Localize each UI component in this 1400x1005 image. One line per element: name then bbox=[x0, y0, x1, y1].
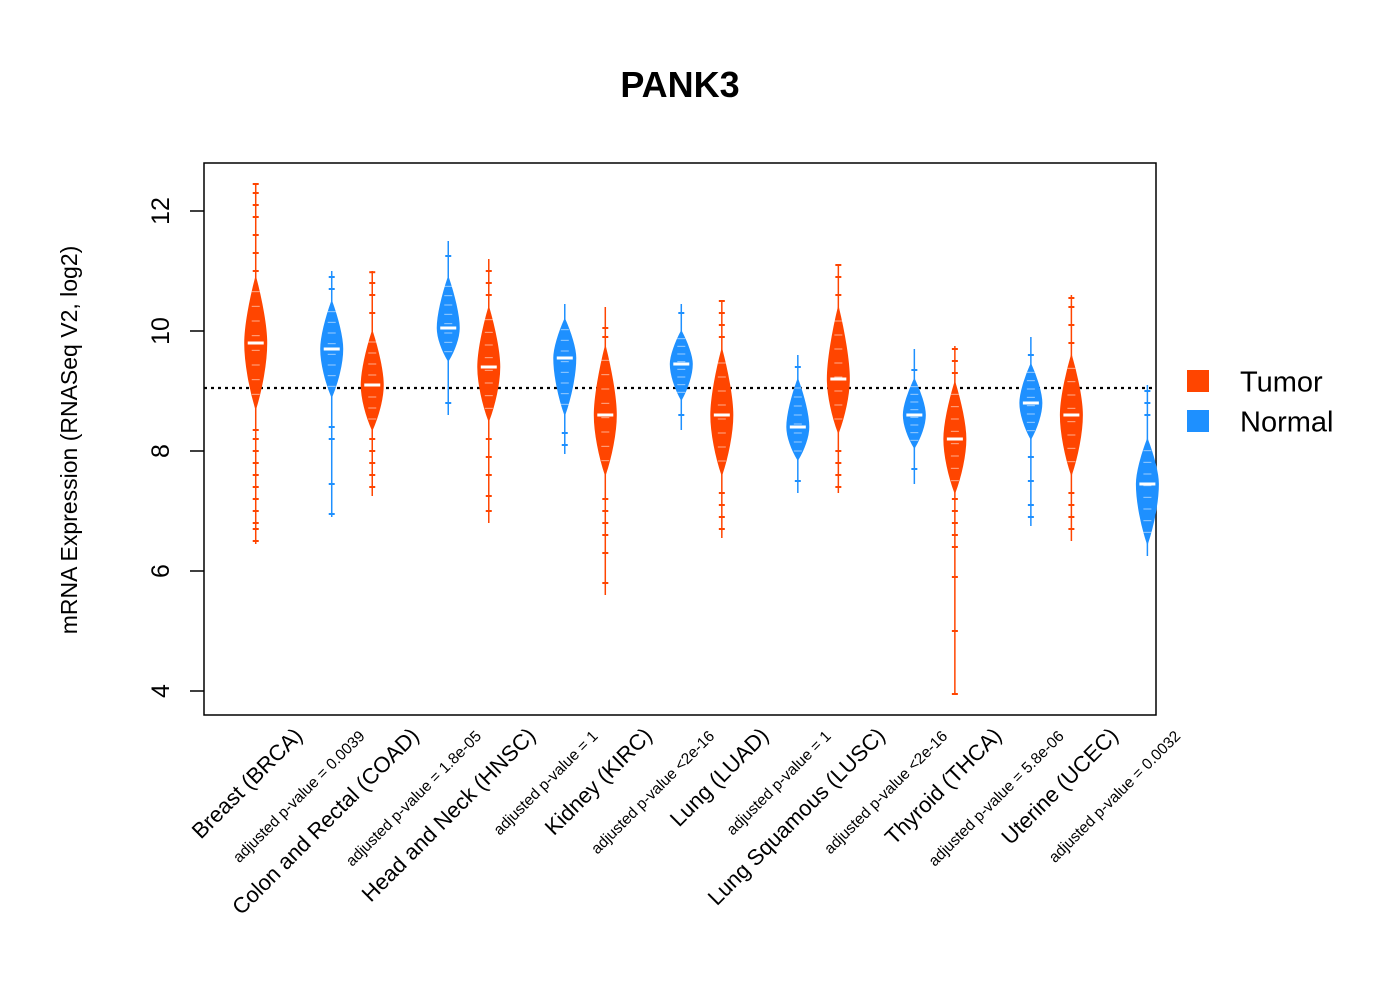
y-tick-label: 4 bbox=[147, 684, 175, 698]
y-tick-label: 6 bbox=[147, 564, 175, 578]
violin-body bbox=[593, 345, 617, 477]
chart-title: PANK3 bbox=[620, 64, 739, 105]
y-axis: 4 6 8 10 12 bbox=[147, 197, 204, 698]
tumor-violin bbox=[360, 271, 384, 496]
violin-body bbox=[1135, 437, 1159, 546]
normal-violin bbox=[902, 349, 926, 484]
legend: Tumor Normal bbox=[1187, 366, 1333, 438]
category-label: Breast (BRCA) bbox=[187, 723, 308, 844]
normal-violin bbox=[553, 304, 577, 454]
normal-violin bbox=[786, 355, 810, 493]
tumor-violin bbox=[244, 183, 268, 544]
pvalue-label: adjusted p-value = 0.0032 bbox=[1046, 728, 1184, 866]
plot-area bbox=[204, 183, 1159, 695]
violin-body bbox=[436, 275, 460, 362]
tumor-violin bbox=[710, 300, 734, 538]
plot-frame bbox=[203, 162, 1157, 716]
tumor-violin bbox=[477, 259, 501, 523]
y-tick-label: 8 bbox=[147, 444, 175, 458]
normal-violin bbox=[1019, 337, 1043, 526]
legend-swatch bbox=[1187, 370, 1209, 392]
tumor-violin bbox=[826, 264, 850, 493]
violin-body bbox=[710, 347, 734, 477]
normal-violin bbox=[1135, 385, 1159, 556]
violin-body bbox=[786, 377, 810, 461]
x-axis-labels: Breast (BRCA)adjusted p-value = 0.0039Co… bbox=[187, 723, 1185, 920]
legend-swatch bbox=[1187, 410, 1209, 432]
normal-violin bbox=[436, 241, 460, 415]
tumor-violin bbox=[1059, 295, 1083, 541]
y-tick-label: 12 bbox=[147, 197, 175, 225]
violin-body bbox=[360, 329, 384, 432]
tumor-violin bbox=[593, 307, 617, 595]
violin-body bbox=[553, 317, 577, 417]
tumor-violin bbox=[943, 346, 967, 695]
violin-body bbox=[477, 305, 501, 423]
legend-label: Tumor bbox=[1240, 366, 1323, 398]
y-tick-label: 10 bbox=[147, 317, 175, 345]
normal-violin bbox=[669, 304, 693, 430]
y-axis-label: mRNA Expression (RNASeq V2, log2) bbox=[56, 246, 82, 635]
normal-violin bbox=[320, 271, 344, 517]
legend-label: Normal bbox=[1240, 406, 1333, 438]
violin-body bbox=[826, 306, 850, 435]
